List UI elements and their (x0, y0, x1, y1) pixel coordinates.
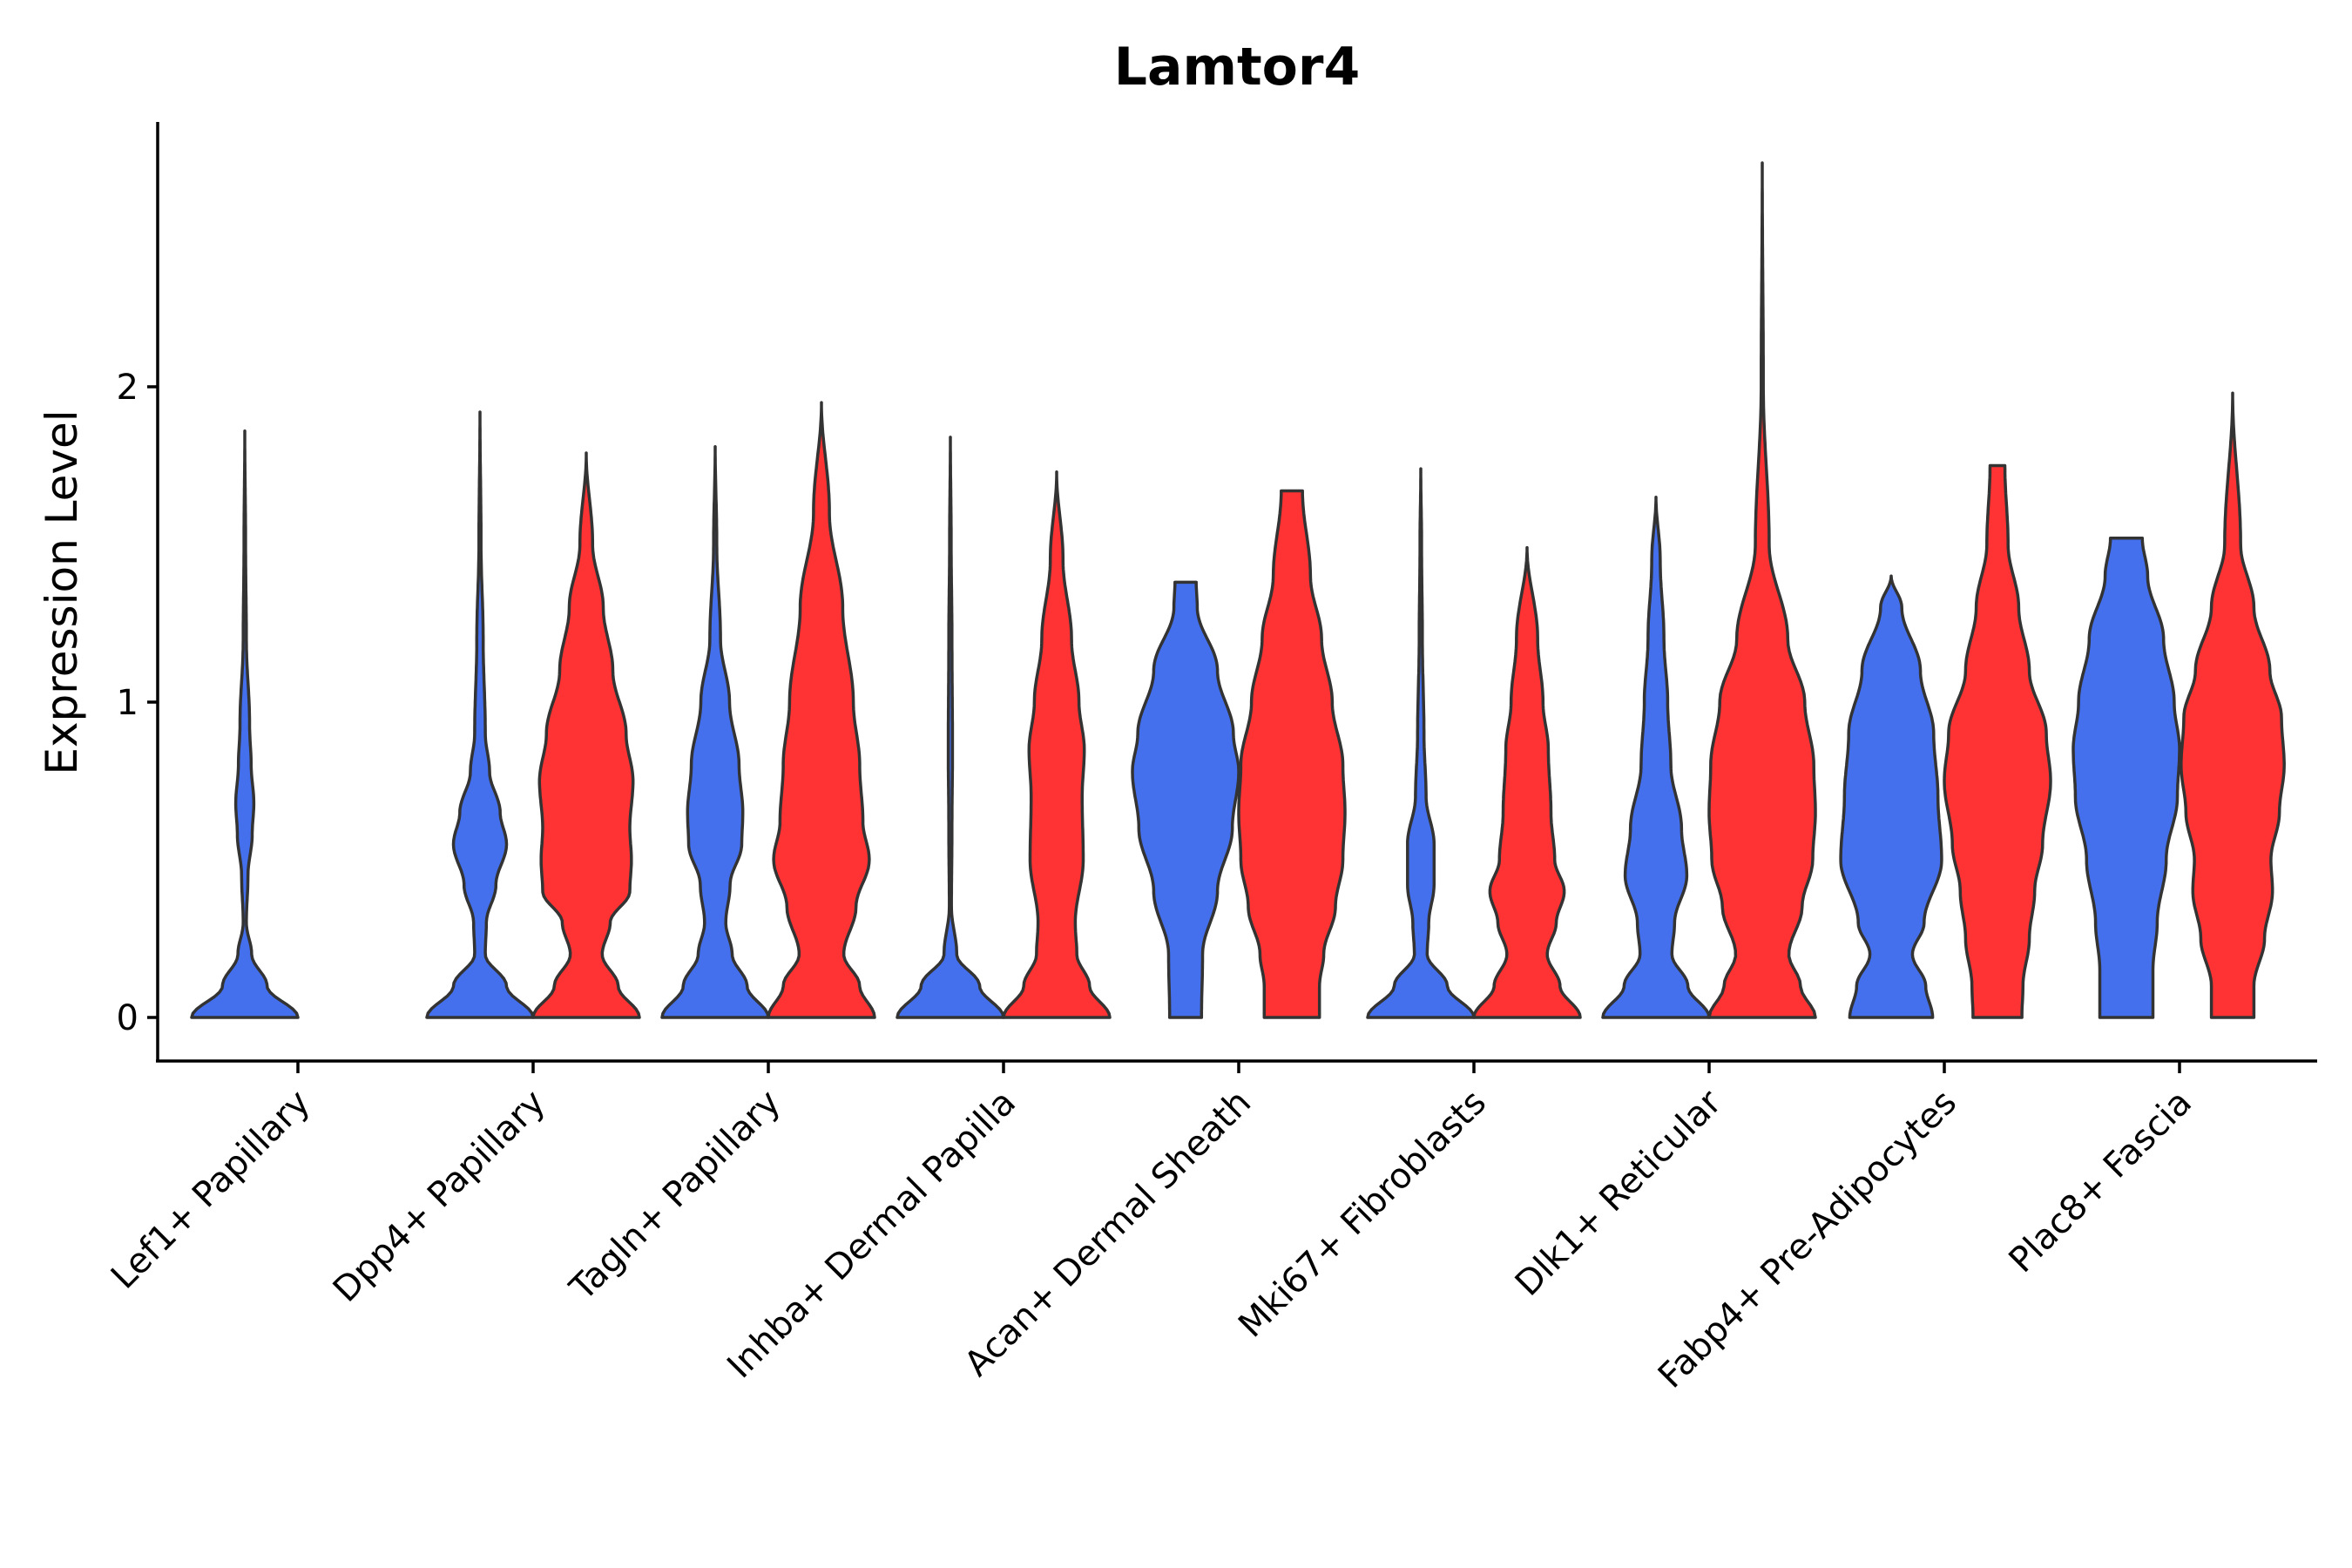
x-tick-label: Lef1+ Papillary (104, 1083, 318, 1297)
violin-group2-plac8-fascia (2180, 391, 2286, 1019)
violin-group2-mki67-fibroblasts (1472, 545, 1582, 1019)
violin-group2-dlk1-reticular (1707, 161, 1817, 1019)
violin-group1-inhba-dermal-papilla (896, 436, 1005, 1019)
y-tick-label: 0 (117, 998, 139, 1038)
x-tick-label: Tagln+ Papillary (562, 1083, 788, 1309)
x-tick-label: Mki67+ Fibroblasts (1231, 1083, 1494, 1346)
violin-group1-lef1-papillary (190, 429, 300, 1019)
violin-group2-tagln-papillary (767, 401, 876, 1019)
violin-group1-plac8-fascia (2072, 537, 2181, 1019)
y-axis-label: Expression Level (37, 409, 87, 774)
violin-group2-inhba-dermal-papilla (1002, 470, 1112, 1019)
chart-title: Lamtor4 (1114, 37, 1360, 98)
x-tick-label: Plac8+ Fascia (2002, 1083, 2200, 1281)
y-tick-label: 1 (117, 683, 139, 723)
y-tick-label: 2 (117, 368, 139, 408)
violin-layer (190, 161, 2286, 1019)
violin-group1-tagln-papillary (660, 445, 770, 1019)
violin-group1-fabp4-pre-adipocytes (1839, 574, 1943, 1019)
violin-group2-acan-dermal-sheath (1237, 489, 1347, 1019)
violin-group2-dpp4-papillary (531, 451, 641, 1019)
violin-group1-mki67-fibroblasts (1366, 467, 1476, 1019)
x-tick-label: Dlk1+ Reticular (1508, 1082, 1730, 1304)
violin-group1-dlk1-reticular (1601, 495, 1711, 1019)
x-tick-label: Dpp4+ Papillary (326, 1083, 553, 1310)
violin-group1-acan-dermal-sheath (1131, 580, 1240, 1019)
y-ticks: 0 1 2 (117, 368, 158, 1038)
x-ticks: Lef1+ Papillary Dpp4+ Papillary Tagln+ Pap… (104, 1061, 2200, 1396)
violin-group2-fabp4-pre-adipocytes (1943, 463, 2052, 1019)
violin-group1-dpp4-papillary (425, 410, 535, 1019)
